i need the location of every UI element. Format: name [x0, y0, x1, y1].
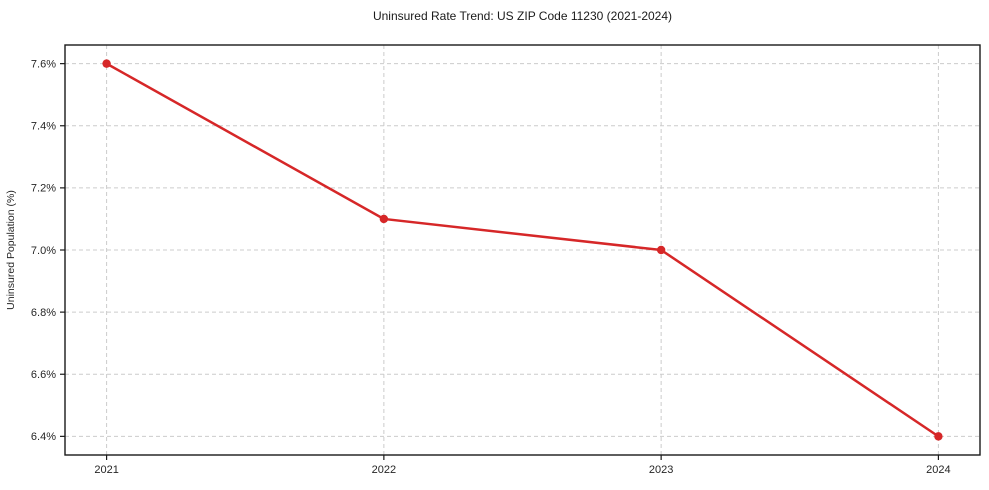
x-tick-label: 2024 [926, 464, 950, 476]
chart-title: Uninsured Rate Trend: US ZIP Code 11230 … [372, 9, 673, 23]
x-tick-label: 2023 [649, 464, 673, 476]
y-tick-label: 7.2% [31, 183, 56, 195]
data-point [656, 245, 666, 255]
trend-line [105, 62, 940, 438]
y-axis-label: Uninsured Population (%) [5, 190, 17, 310]
y-tick-label: 6.8% [31, 307, 56, 319]
y-tick-label: 6.4% [31, 431, 56, 443]
data-point [379, 214, 389, 224]
y-tick-label: 7.0% [31, 245, 56, 257]
x-tick-label: 2022 [372, 464, 396, 476]
y-tick-label: 6.6% [31, 369, 56, 381]
y-tick-label: 7.4% [31, 121, 56, 133]
x-tick-label: 2021 [94, 464, 118, 476]
data-point [934, 432, 943, 441]
y-tick-label: 7.6% [31, 58, 56, 70]
data-point [102, 59, 111, 68]
